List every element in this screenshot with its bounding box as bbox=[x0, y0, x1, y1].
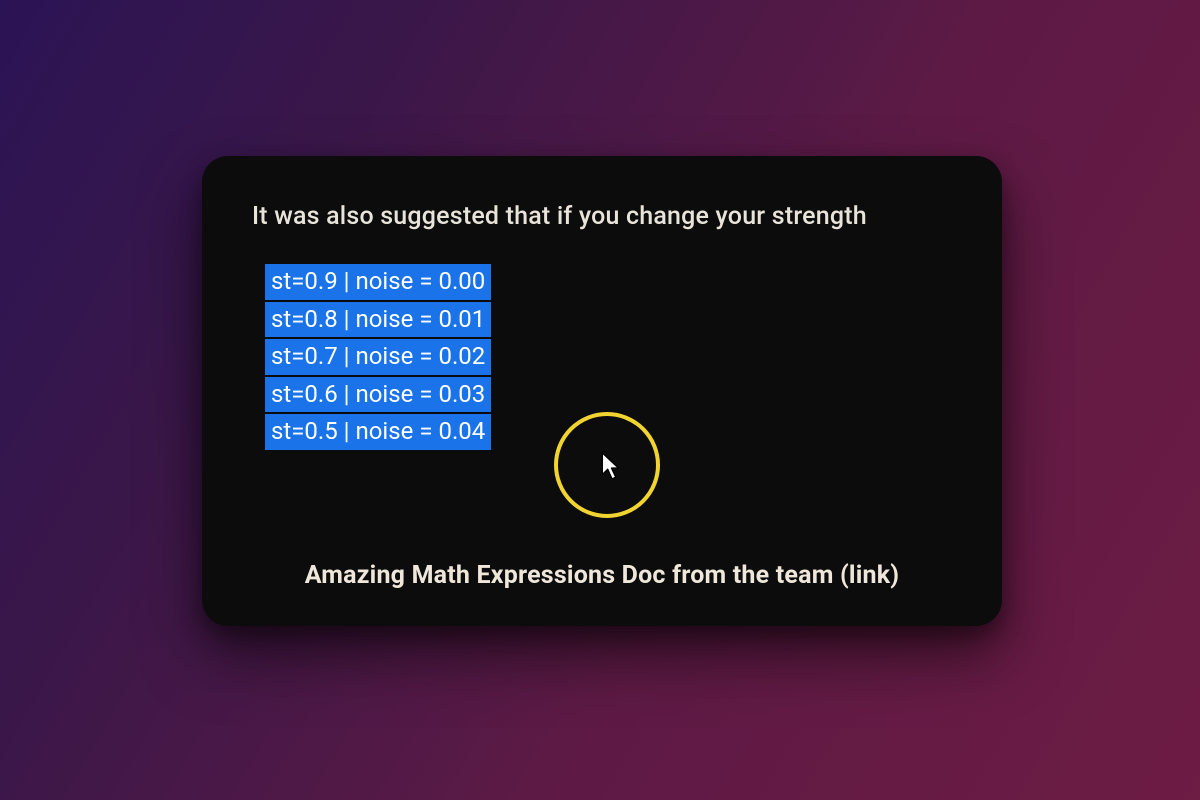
selected-line[interactable]: st=0.9 | noise = 0.00 bbox=[265, 264, 491, 300]
intro-text: It was also suggested that if you change… bbox=[252, 202, 952, 231]
selected-text-block[interactable]: st=0.9 | noise = 0.00 st=0.8 | noise = 0… bbox=[265, 264, 491, 450]
selected-line[interactable]: st=0.8 | noise = 0.01 bbox=[265, 302, 491, 338]
selected-line[interactable]: st=0.6 | noise = 0.03 bbox=[265, 377, 491, 413]
selected-line[interactable]: st=0.5 | noise = 0.04 bbox=[265, 414, 491, 450]
page-background: C It was also suggested that if you chan… bbox=[0, 0, 1200, 800]
content-card: It was also suggested that if you change… bbox=[202, 156, 1002, 626]
doc-link-line[interactable]: Amazing Math Expressions Doc from the te… bbox=[202, 561, 1002, 590]
selected-line[interactable]: st=0.7 | noise = 0.02 bbox=[265, 339, 491, 375]
